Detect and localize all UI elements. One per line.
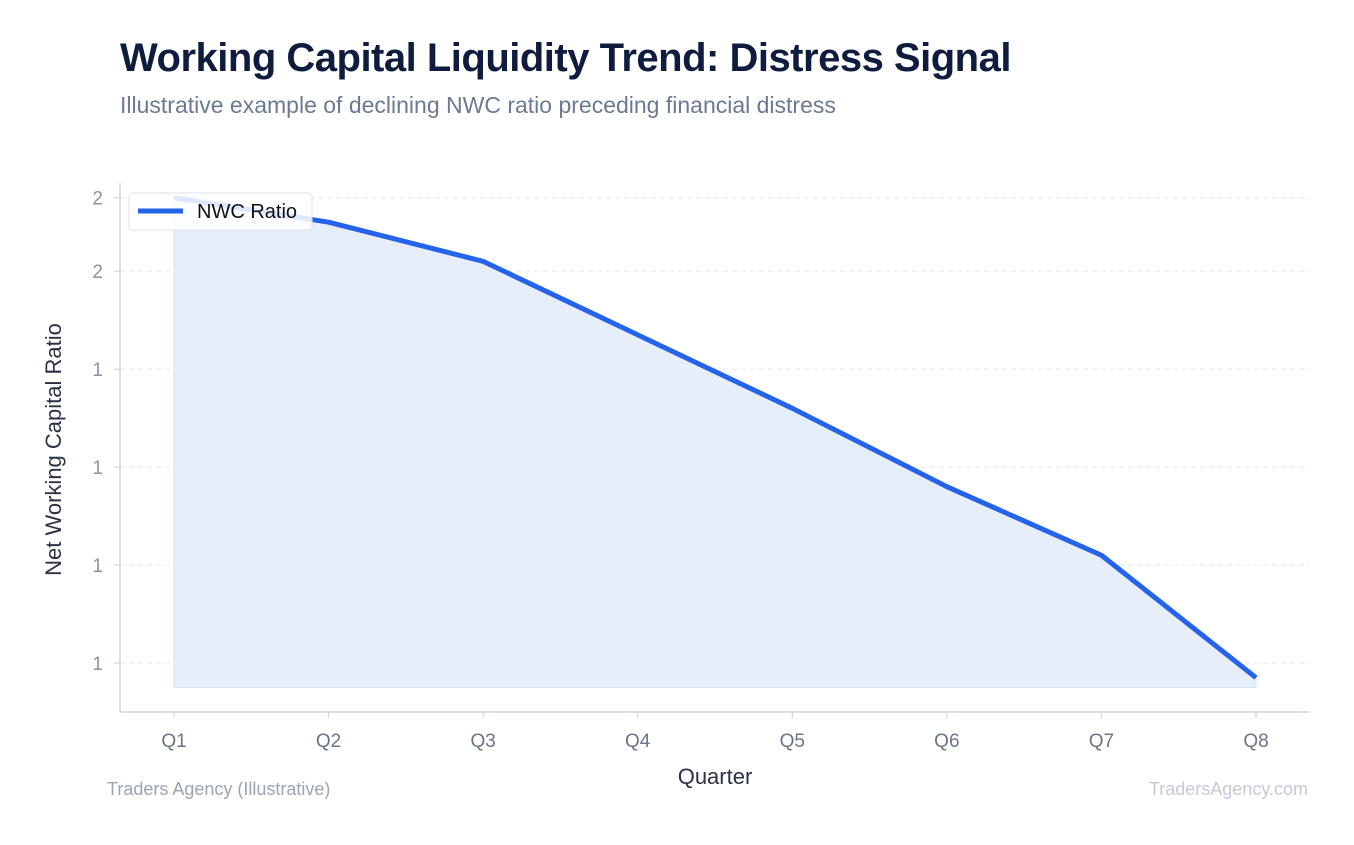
x-tick-label-q1: Q1	[161, 731, 186, 752]
x-tick-label-q6: Q6	[934, 731, 959, 752]
source-note: Traders Agency (Illustrative)	[107, 779, 331, 799]
series-line-nwc-ratio	[173, 195, 1258, 680]
y-tick-labels: 1 1 1 1 2 2	[92, 189, 120, 675]
x-tick-label-q8: Q8	[1243, 731, 1268, 752]
chart-title: Working Capital Liquidity Trend: Distres…	[120, 36, 1011, 80]
legend: NWC Ratio	[128, 192, 313, 231]
x-tick-label-q3: Q3	[470, 731, 495, 752]
watermark: TradersAgency.com	[1148, 779, 1308, 799]
x-tick-labels: Q1 Q2 Q3 Q4 Q5 Q6 Q7 Q8	[161, 712, 1269, 752]
y-tick-label: 1	[92, 556, 103, 577]
x-tick-label-q5: Q5	[780, 731, 805, 752]
y-tick-label: 1	[92, 360, 103, 381]
x-tick-label-q2: Q2	[316, 731, 341, 752]
y-tick-label: 2	[92, 262, 103, 283]
y-axis-label: Net Working Capital Ratio	[41, 323, 66, 576]
legend-box	[128, 192, 313, 231]
chart-subtitle: Illustrative example of declining NWC ra…	[120, 92, 836, 118]
legend-label: NWC Ratio	[197, 201, 297, 223]
y-tick-label: 1	[92, 458, 103, 479]
x-tick-label-q7: Q7	[1089, 731, 1114, 752]
x-tick-label-q4: Q4	[625, 731, 651, 752]
x-axis-label: Quarter	[678, 764, 753, 789]
y-tick-label: 2	[92, 189, 103, 210]
y-tick-label: 1	[92, 654, 103, 675]
